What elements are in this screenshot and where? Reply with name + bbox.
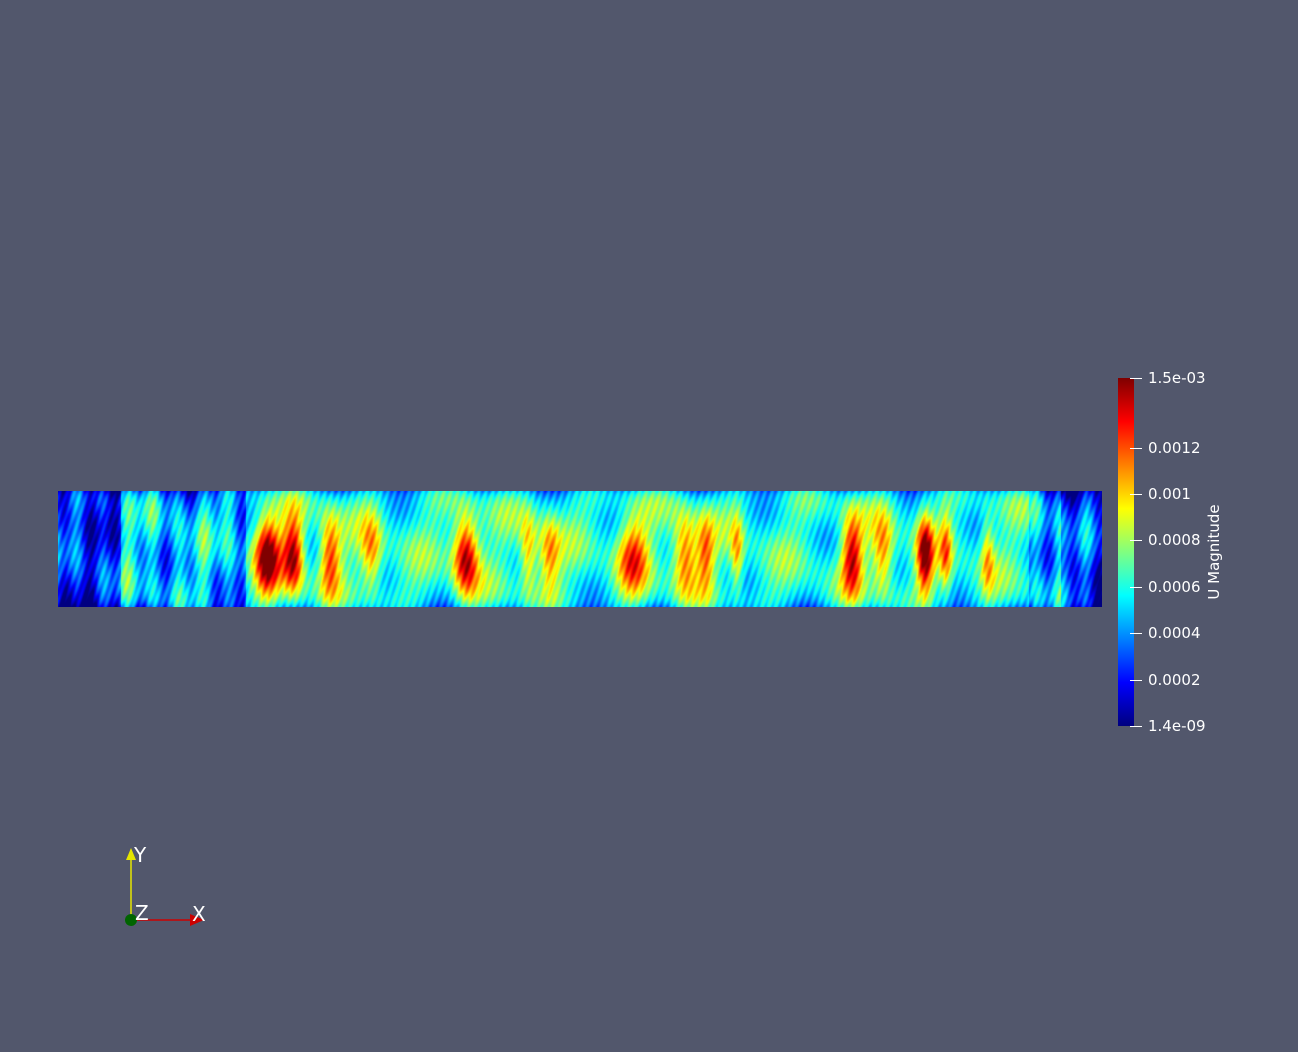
color-legend-tick-mark (1130, 378, 1142, 379)
color-legend-tick-mark (1130, 494, 1142, 495)
z-axis-label: Z (135, 901, 149, 925)
z-axis-dot-icon (125, 914, 137, 926)
color-legend-tick-mark (1130, 540, 1142, 541)
y-axis-arrow-icon (126, 848, 136, 860)
color-legend-tick-label: 0.0006 (1148, 578, 1201, 596)
color-legend-tick-label: 0.001 (1148, 485, 1191, 503)
velocity-magnitude-field (58, 491, 1102, 607)
y-axis-label: Y (133, 843, 147, 867)
color-legend-title: U Magnitude (1205, 504, 1223, 600)
color-legend-tick-mark (1130, 587, 1142, 588)
color-legend-tick-mark (1130, 680, 1142, 681)
x-axis-arrow-icon (190, 914, 204, 926)
color-legend-tick-label: 1.4e-09 (1148, 717, 1206, 735)
color-legend-tick-label: 1.5e-03 (1148, 369, 1206, 387)
color-legend-tick-label: 0.0004 (1148, 624, 1201, 642)
x-axis-label: X (192, 902, 206, 926)
color-legend-tick-mark (1130, 633, 1142, 634)
color-legend-bar (1118, 378, 1134, 726)
color-legend-tick-mark (1130, 448, 1142, 449)
orientation-axes-widget: Y Z X (125, 843, 206, 926)
color-legend-tick-mark (1130, 726, 1142, 727)
color-legend-tick-label: 0.0008 (1148, 531, 1201, 549)
color-legend-tick-label: 0.0012 (1148, 439, 1201, 457)
color-legend-tick-label: 0.0002 (1148, 671, 1201, 689)
